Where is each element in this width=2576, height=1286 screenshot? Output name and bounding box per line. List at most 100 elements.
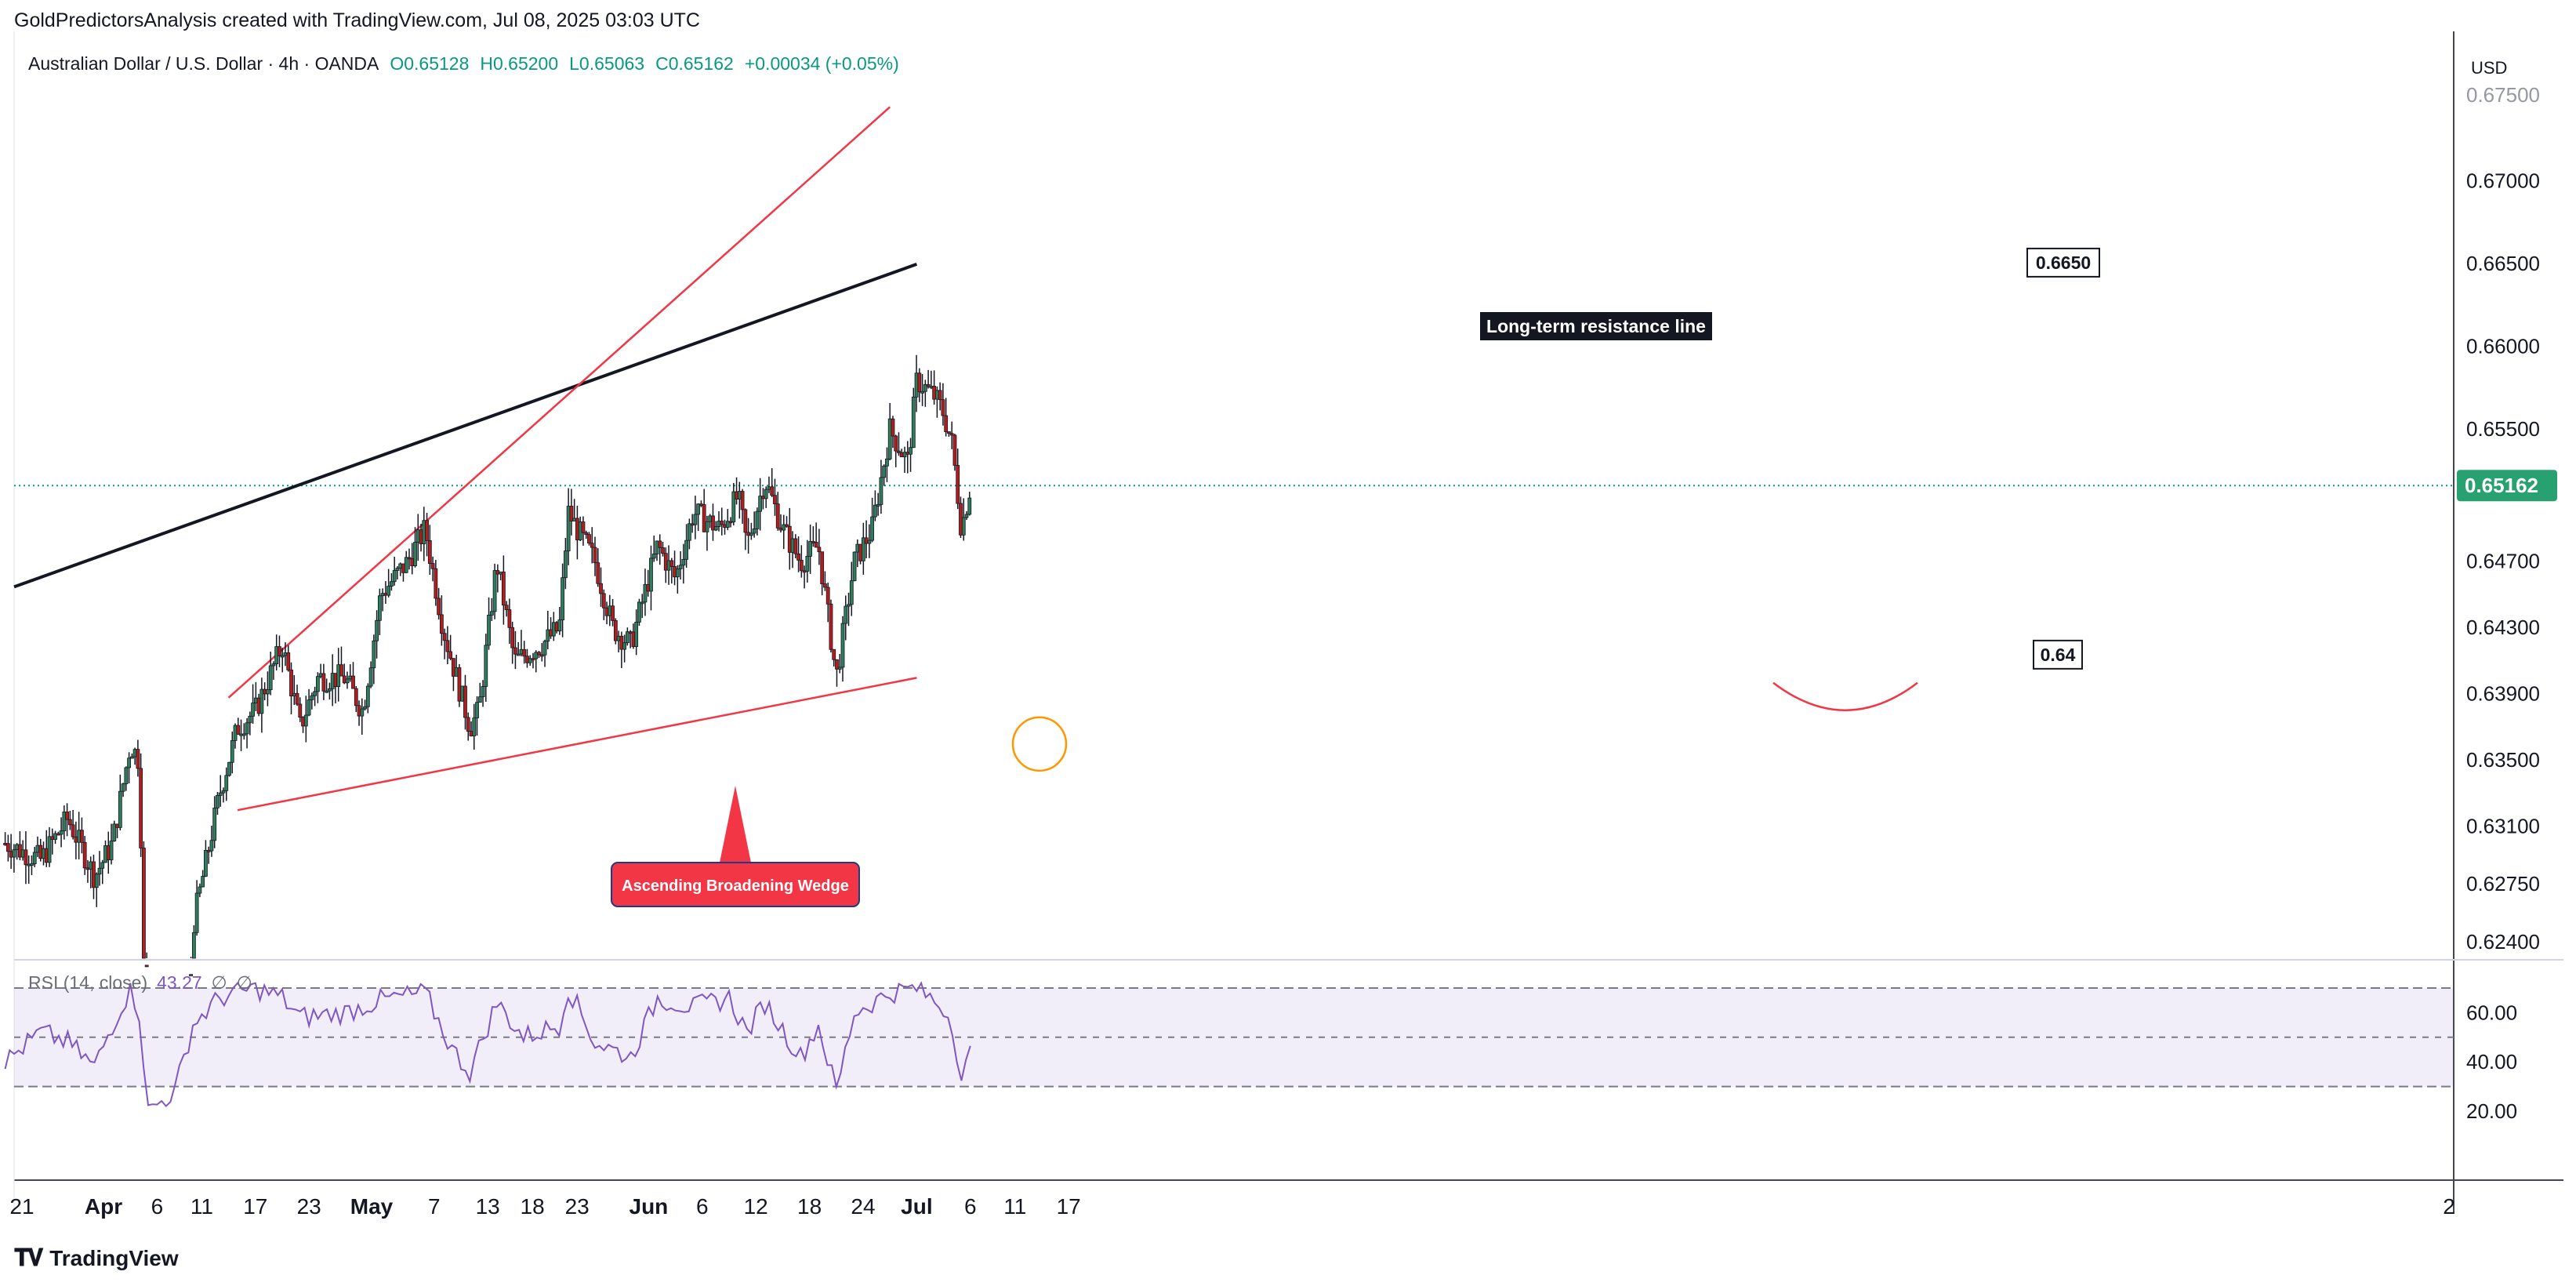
candle-body [286, 652, 291, 670]
time-tick-label: 17 [1057, 1194, 1081, 1219]
candle-body [820, 551, 825, 584]
candle-body [837, 667, 842, 670]
trendline-wedge-upper [227, 106, 891, 699]
candle-body [204, 849, 208, 877]
time-tick-label: 24 [851, 1194, 875, 1219]
candle-body [487, 615, 491, 646]
resistance-price-box [2026, 247, 2100, 278]
candle-body [531, 658, 535, 661]
candle-body [298, 703, 303, 717]
candle-body [557, 619, 562, 632]
time-tick-label: 11 [1003, 1194, 1026, 1219]
price-tick-label: 0.65500 [2466, 417, 2540, 441]
candle-body [749, 532, 753, 536]
candle-body [909, 447, 912, 455]
candle-body [227, 761, 231, 776]
candle-body [725, 521, 730, 528]
candle-body [844, 605, 848, 624]
trendline-wedge-lower [237, 677, 917, 812]
price-tick-label: 0.62400 [2466, 930, 2540, 954]
candle-body [375, 619, 379, 641]
candle-body [466, 717, 470, 732]
candle-body [310, 695, 314, 700]
price-tick-label: 0.64700 [2466, 550, 2540, 573]
candle-body [463, 685, 467, 718]
tradingview-icon: 𝐓𝐕 [14, 1245, 43, 1271]
support-price-box [2033, 639, 2083, 670]
candle-body [395, 568, 400, 571]
time-tick-label: 6 [151, 1194, 164, 1219]
candle-body [212, 808, 217, 841]
candle-body [678, 565, 683, 569]
symbol-name[interactable]: Australian Dollar / U.S. Dollar · 4h · O… [28, 53, 379, 74]
candle-body [964, 514, 969, 518]
wedge-callout-text: Ascending Broadening Wedge [622, 877, 849, 895]
candle-body [24, 849, 28, 866]
candle-body [194, 892, 199, 933]
candle-body [587, 534, 591, 544]
tradingview-logo[interactable]: 𝐓𝐕 TradingView [14, 1245, 179, 1272]
candle-body [637, 601, 641, 623]
price-tick-label: 0.66500 [2466, 252, 2540, 275]
resistance-label-text: Long-term resistance line [1486, 316, 1706, 336]
candle-body [911, 396, 916, 449]
candle-body [94, 874, 99, 888]
candle-body [879, 477, 883, 505]
candle-body [634, 621, 639, 647]
candle-body [201, 876, 205, 888]
candle-body [938, 390, 942, 401]
candle-body [510, 627, 515, 648]
candle-body [501, 571, 506, 606]
resistance-label-box [1480, 312, 1712, 340]
candle-body [32, 852, 37, 864]
candle-body [209, 840, 214, 852]
time-tick-label: May [350, 1194, 394, 1219]
candle-body [484, 645, 488, 687]
time-tick-label: 12 [744, 1194, 768, 1219]
time-tick-label: Jul [901, 1194, 932, 1219]
candle-body [814, 541, 818, 548]
time-tick-label: 6 [696, 1194, 709, 1219]
candle-body [705, 521, 709, 532]
candle-body [452, 658, 455, 677]
change-value: +0.00034 (+0.05%) [744, 53, 899, 74]
candle-body [949, 433, 954, 436]
candle-body [882, 465, 887, 478]
attribution-text: GoldPredictorsAnalysis created with Trad… [14, 9, 700, 31]
candle-body [782, 524, 786, 531]
candle-body [67, 819, 72, 826]
candle-body [825, 587, 830, 605]
candle-body [923, 383, 927, 392]
candle-body [829, 603, 833, 650]
currency-label[interactable]: USD [2471, 58, 2508, 78]
candle-body [720, 521, 724, 525]
candle-body [590, 543, 594, 548]
candle-body [584, 532, 589, 536]
candle-body [887, 418, 892, 460]
candle-body [295, 692, 299, 705]
candle-body [434, 568, 438, 599]
rsi-label[interactable]: RSI (14, close) [28, 972, 148, 993]
candle-body [278, 646, 281, 656]
candle-body [236, 725, 241, 735]
candle-body [835, 659, 839, 670]
candle-body [303, 714, 308, 727]
candle-body [941, 399, 945, 416]
candle-body [563, 550, 568, 579]
candle-body [684, 539, 689, 560]
candle-body [832, 648, 836, 660]
price-tick-label: 0.66000 [2466, 334, 2540, 358]
time-tick-label: Jun [629, 1194, 669, 1219]
candle-body [475, 702, 479, 719]
candle-body [221, 790, 226, 794]
candle-body [593, 547, 597, 564]
candle-body [599, 583, 603, 594]
candle-body [696, 503, 701, 515]
brand-name: TradingView [49, 1246, 179, 1270]
candle-body [649, 558, 653, 592]
candle-body [967, 497, 972, 515]
candle-body [481, 686, 485, 698]
candle-body [386, 586, 391, 596]
price-tick-label-clipped: 0.67500 [2466, 83, 2540, 107]
